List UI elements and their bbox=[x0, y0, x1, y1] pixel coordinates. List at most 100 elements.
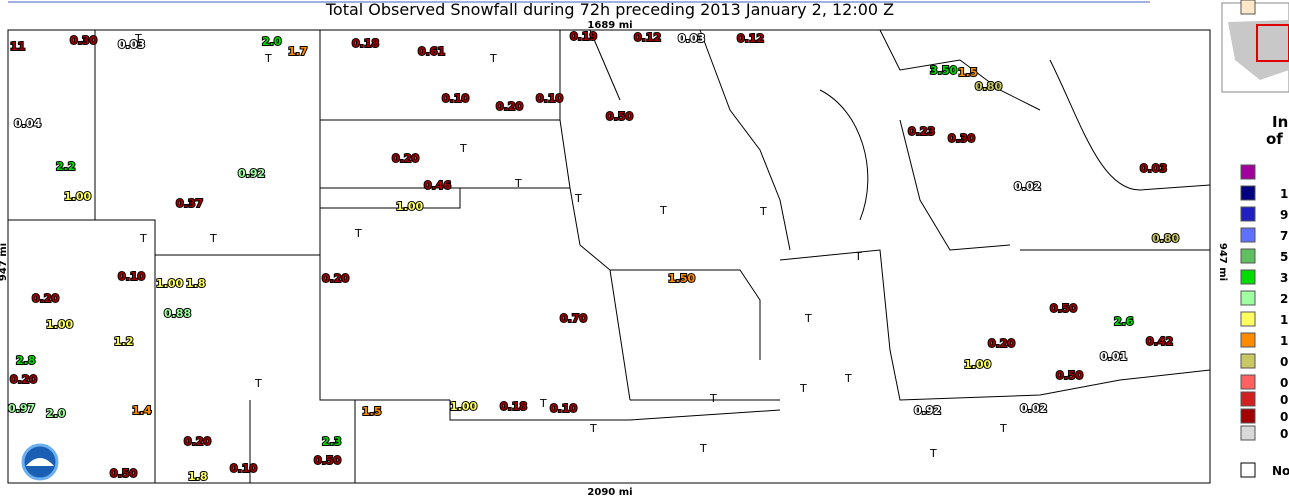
snow-label: 0.20 bbox=[322, 272, 349, 285]
trace-label: T bbox=[354, 227, 362, 240]
boundaries bbox=[8, 29, 1211, 483]
scale-right: 947 mi bbox=[1217, 243, 1228, 281]
legend-swatch bbox=[1240, 185, 1256, 201]
snow-label: 2.0 bbox=[262, 35, 282, 48]
snow-label: 0.42 bbox=[1146, 335, 1173, 348]
trace-label: T bbox=[854, 250, 862, 263]
snow-label: 0.03 bbox=[1140, 162, 1167, 175]
snow-label: 0.20 bbox=[392, 152, 419, 165]
legend-label: 1 bbox=[1280, 313, 1288, 327]
snow-label: 0.30 bbox=[948, 132, 975, 145]
snow-label: 0.18 bbox=[352, 37, 379, 50]
snow-label: 1.00 bbox=[450, 400, 477, 413]
snow-label: 0.97 bbox=[8, 402, 35, 415]
legend-swatch bbox=[1240, 206, 1256, 222]
legend-swatch bbox=[1240, 353, 1256, 369]
snow-label: 2.6 bbox=[1114, 315, 1134, 328]
legend-label: 0. bbox=[1280, 376, 1289, 390]
legend-swatch bbox=[1240, 0, 1256, 15]
legend-label: 0. bbox=[1280, 427, 1289, 441]
legend-swatch bbox=[1240, 332, 1256, 348]
snow-label: 1.5 bbox=[958, 66, 978, 79]
trace-label: T bbox=[699, 442, 707, 455]
snow-label: 0.30 bbox=[70, 34, 97, 47]
snow-label: 2.2 bbox=[56, 160, 76, 173]
legend-swatch bbox=[1240, 374, 1256, 390]
snow-label: 0.80 bbox=[1152, 232, 1179, 245]
legend-label: 0. bbox=[1280, 355, 1289, 369]
trace-label: T bbox=[264, 52, 272, 65]
snow-label: 2.3 bbox=[322, 435, 342, 448]
trace-label: T bbox=[929, 447, 937, 460]
snow-label: 1.2 bbox=[114, 335, 134, 348]
trace-label: T bbox=[209, 232, 217, 245]
legend-label: No bbox=[1272, 464, 1289, 478]
legend-swatch bbox=[1240, 227, 1256, 243]
snow-label: 0.92 bbox=[914, 404, 941, 417]
snow-label: 0.03 bbox=[118, 38, 145, 51]
snow-label: 0.10 bbox=[230, 462, 257, 475]
snow-label: 0.80 bbox=[975, 80, 1002, 93]
snow-label: 0.10 bbox=[536, 92, 563, 105]
snow-label: 0.37 bbox=[176, 197, 203, 210]
legend-label: 2 bbox=[1280, 292, 1288, 306]
snow-label: 0.20 bbox=[496, 100, 523, 113]
snow-label: 0.20 bbox=[10, 373, 37, 386]
legend-swatch bbox=[1240, 462, 1256, 478]
snow-label: 0.50 bbox=[606, 110, 633, 123]
snow-label: 0.92 bbox=[238, 167, 265, 180]
snow-label: 1.00 bbox=[156, 277, 183, 290]
snow-label: 1.4 bbox=[132, 404, 152, 417]
trace-label: T bbox=[139, 232, 147, 245]
snow-label: 0.02 bbox=[1020, 402, 1047, 415]
snow-label: 0.01 bbox=[1100, 350, 1127, 363]
legend-label: 1 bbox=[1280, 187, 1288, 201]
snow-label: 0.10 bbox=[442, 92, 469, 105]
snow-label: 0.02 bbox=[1014, 180, 1041, 193]
snow-label: 0.50 bbox=[1050, 302, 1077, 315]
snow-label: 0.88 bbox=[164, 307, 191, 320]
snow-label: 1.5 bbox=[362, 405, 382, 418]
snow-label: 1.00 bbox=[46, 318, 73, 331]
legend-swatch bbox=[1240, 164, 1256, 180]
snow-label: 0.20 bbox=[32, 292, 59, 305]
legend-label: 0. bbox=[1280, 393, 1289, 407]
snow-label: 0.10 bbox=[550, 402, 577, 415]
trace-label: T bbox=[134, 32, 142, 45]
snow-label: 0.10 bbox=[118, 270, 145, 283]
trace-label: T bbox=[589, 422, 597, 435]
legend-label: 9 bbox=[1280, 208, 1288, 222]
snow-label: 0.50 bbox=[110, 467, 137, 480]
snow-label: 3.50 bbox=[930, 64, 957, 77]
snow-label: 2.0 bbox=[46, 407, 66, 420]
snow-label: 0.12 bbox=[634, 31, 661, 44]
trace-label: T bbox=[489, 52, 497, 65]
snow-label: 1.00 bbox=[64, 190, 91, 203]
legend-label: 0. bbox=[1280, 410, 1289, 424]
snow-label: 1.00 bbox=[964, 358, 991, 371]
trace-label: T bbox=[799, 382, 807, 395]
legend-label: 3 bbox=[1280, 271, 1288, 285]
scale-bottom: 2090 mi bbox=[587, 487, 632, 498]
trace-label: T bbox=[709, 392, 717, 405]
trace-label: T bbox=[804, 312, 812, 325]
trace-label: T bbox=[539, 397, 547, 410]
snow-label: 1.7 bbox=[288, 45, 308, 58]
snow-label: 0.18 bbox=[500, 400, 527, 413]
snow-label: 1.8 bbox=[188, 470, 208, 483]
snow-label: 0.50 bbox=[314, 454, 341, 467]
title: Total Observed Snowfall during 72h prece… bbox=[325, 0, 894, 19]
trace-label: T bbox=[659, 204, 667, 217]
snow-label: 0.23 bbox=[908, 125, 935, 138]
legend-label: 5 bbox=[1280, 250, 1288, 264]
legend-label: 7 bbox=[1280, 229, 1288, 243]
snow-label: 0.04 bbox=[14, 117, 41, 130]
snow-label: 0.20 bbox=[184, 435, 211, 448]
legend-label: 1 bbox=[1280, 334, 1288, 348]
inset-map bbox=[1221, 2, 1289, 93]
legend-swatch bbox=[1240, 408, 1256, 424]
scale-top: 1689 mi bbox=[587, 20, 632, 31]
legend-swatch bbox=[1240, 425, 1256, 441]
trace-label: T bbox=[759, 205, 767, 218]
trace-label: T bbox=[459, 142, 467, 155]
